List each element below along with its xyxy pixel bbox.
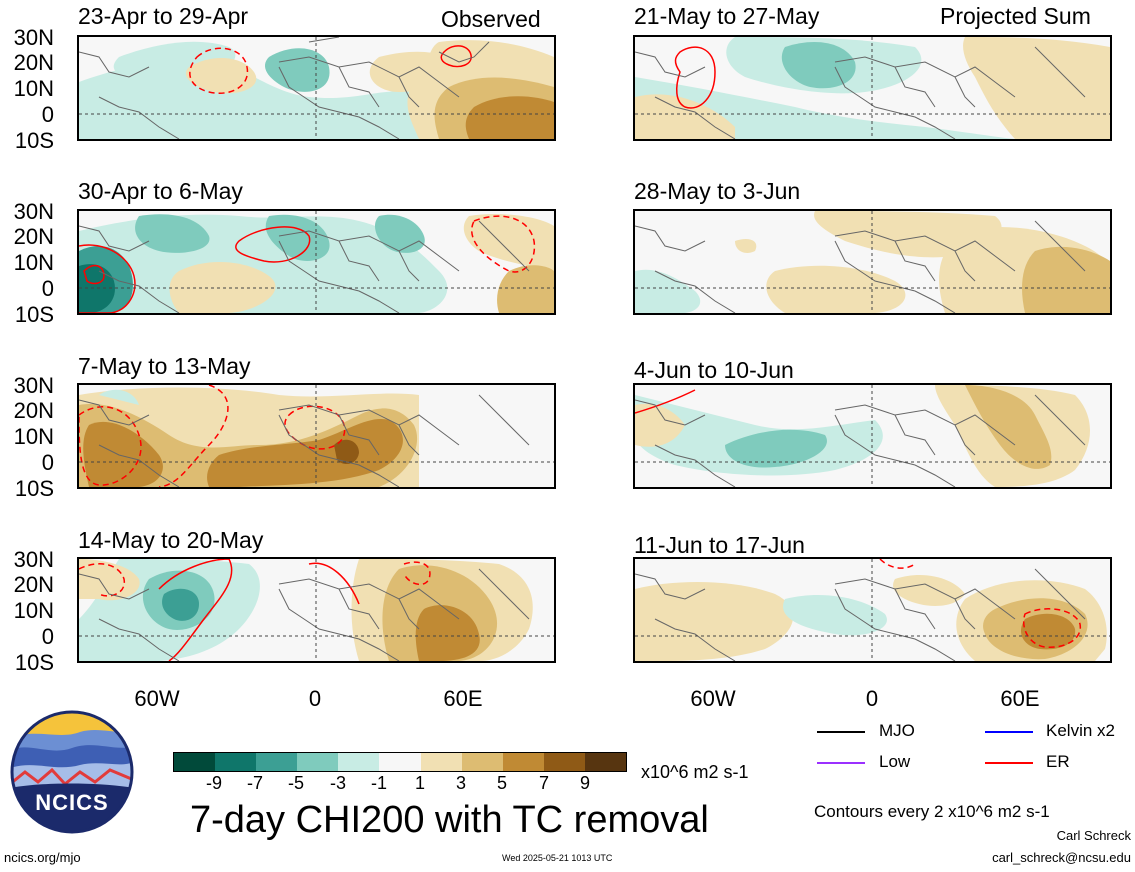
lat-label: 0: [41, 450, 54, 475]
legend-swatch-kelvin: [985, 731, 1033, 733]
lat-label: 30N: [13, 373, 54, 398]
colorbar-label: -3: [329, 773, 346, 793]
map-projected-1: [633, 35, 1112, 141]
legend-swatch-er: [985, 762, 1033, 764]
map-projected-3: [633, 383, 1112, 489]
lat-label: 10S: [14, 650, 54, 675]
legend-label-er: ER: [1046, 752, 1070, 771]
legend-swatch-low: [817, 762, 865, 764]
panel-title-proj-2: 28-May to 3-Jun: [634, 178, 801, 204]
colorbar: [173, 752, 627, 772]
footer-email[interactable]: carl_schreck@ncsu.edu: [992, 850, 1131, 865]
colorbar-swatch: [379, 753, 421, 771]
lat-label: 30N: [13, 199, 54, 224]
lon-label: 0: [308, 686, 322, 711]
colorbar-units: x10^6 m2 s-1: [641, 762, 749, 782]
legend-label-mjo: MJO: [879, 721, 915, 740]
legend-label-low: Low: [879, 752, 911, 771]
panel-title-obs-4: 14-May to 20-May: [78, 527, 264, 553]
colorbar-swatch: [256, 753, 298, 771]
map-observed-4: [77, 557, 556, 663]
legend-label-kelvin: Kelvin x2: [1046, 721, 1115, 740]
map-projected-4: [633, 557, 1112, 663]
colorbar-swatch: [174, 753, 216, 771]
colorbar-swatch: [543, 753, 585, 771]
colorbar-swatch: [584, 753, 627, 771]
footer-author: Carl Schreck: [1056, 828, 1131, 843]
lon-label: 60E: [1000, 686, 1040, 711]
lat-label: 20N: [13, 398, 54, 423]
lat-label: 30N: [13, 547, 54, 572]
colorbar-label: -7: [246, 773, 263, 793]
lat-label: 10N: [13, 76, 54, 101]
main-title: 7-day CHI200 with TC removal: [190, 799, 709, 841]
lon-label: 60W: [690, 686, 736, 711]
colorbar-label: -9: [205, 773, 222, 793]
lat-label: 20N: [13, 572, 54, 597]
ncics-logo: NCICS: [10, 710, 134, 834]
lat-label: 0: [41, 624, 54, 649]
colorbar-label: 3: [455, 773, 466, 793]
footer-url[interactable]: ncics.org/mjo: [4, 850, 81, 865]
colorbar-swatch: [297, 753, 339, 771]
colorbar-swatch: [461, 753, 503, 771]
panel-title-proj-1: 21-May to 27-May: [634, 3, 820, 29]
contour-note: Contours every 2 x10^6 m2 s-1: [814, 802, 1050, 821]
panel-title-proj-4: 11-Jun to 17-Jun: [634, 532, 805, 558]
panel-title-proj-3: 4-Jun to 10-Jun: [634, 357, 794, 383]
lat-label: 10N: [13, 598, 54, 623]
lat-label: 0: [41, 276, 54, 301]
colorbar-label: 1: [414, 773, 425, 793]
projected-label: Projected Sum: [940, 3, 1091, 29]
colorbar-label: -5: [287, 773, 304, 793]
lat-label: 0: [41, 102, 54, 127]
panel-title-obs-1: 23-Apr to 29-Apr: [78, 3, 249, 29]
map-observed-1: [77, 35, 556, 141]
map-observed-3: [77, 383, 556, 489]
lat-label: 20N: [13, 50, 54, 75]
map-observed-2: [77, 209, 556, 315]
colorbar-swatch: [338, 753, 380, 771]
colorbar-label: 9: [579, 773, 590, 793]
legend-swatch-mjo: [817, 731, 865, 733]
lon-label: 60E: [443, 686, 483, 711]
colorbar-swatch: [215, 753, 257, 771]
lat-label: 10S: [14, 128, 54, 153]
lat-label: 20N: [13, 224, 54, 249]
colorbar-label: -1: [370, 773, 387, 793]
lat-label: 30N: [13, 25, 54, 50]
map-projected-2: [633, 209, 1112, 315]
lat-label: 10S: [14, 302, 54, 327]
colorbar-swatch: [502, 753, 544, 771]
lat-label: 10S: [14, 476, 54, 501]
colorbar-label: 7: [538, 773, 549, 793]
footer-timestamp: Wed 2025-05-21 1013 UTC: [502, 853, 613, 863]
colorbar-label: 5: [496, 773, 507, 793]
panel-title-obs-2: 30-Apr to 6-May: [78, 178, 243, 204]
lon-label: 60W: [134, 686, 180, 711]
panel-title-obs-3: 7-May to 13-May: [78, 353, 251, 379]
logo-text: NCICS: [35, 790, 109, 815]
colorbar-swatch: [420, 753, 462, 771]
lat-label: 10N: [13, 250, 54, 275]
lon-label: 0: [865, 686, 879, 711]
observed-label: Observed: [441, 6, 541, 32]
lat-label: 10N: [13, 424, 54, 449]
